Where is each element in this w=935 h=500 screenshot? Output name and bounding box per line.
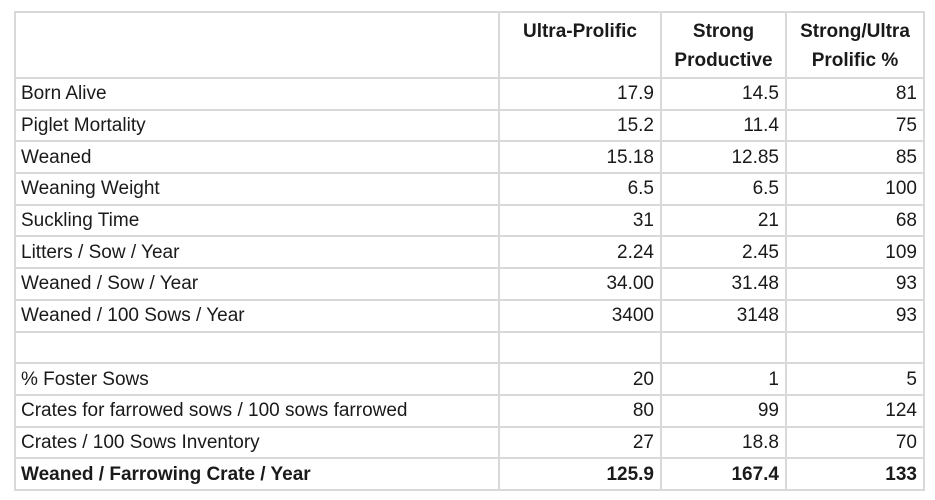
value-cell: 167.4	[660, 457, 787, 491]
value-cell: 17.9	[498, 77, 662, 111]
metric-label-cell: Crates for farrowed sows / 100 sows farr…	[14, 393, 500, 428]
metric-label-cell: Weaned	[14, 140, 500, 175]
value-cell: 31	[498, 203, 662, 238]
value-cell: 31.48	[660, 267, 787, 301]
value-cell	[785, 330, 925, 365]
sow-performance-table-container: Ultra-Prolific Strong Productive Strong/…	[14, 11, 925, 491]
metric-label-cell: Weaning Weight	[14, 172, 500, 206]
metric-label-cell: Weaned / 100 Sows / Year	[14, 298, 500, 333]
metric-label-cell: Weaned / Sow / Year	[14, 267, 500, 301]
header-row: Ultra-Prolific Strong Productive Strong/…	[14, 11, 925, 79]
table-row: % Foster Sows 20 1 5	[14, 362, 925, 396]
value-cell: 6.5	[660, 172, 787, 206]
value-cell: 125.9	[498, 457, 662, 491]
value-cell: 133	[785, 457, 925, 491]
value-cell	[660, 330, 787, 365]
value-cell: 124	[785, 393, 925, 428]
value-cell: 1	[660, 362, 787, 396]
table-row: Born Alive 17.9 14.5 81	[14, 77, 925, 111]
header-strong-productive-cell: Strong Productive	[660, 11, 787, 79]
value-cell: 20	[498, 362, 662, 396]
value-cell: 93	[785, 298, 925, 333]
value-cell: 27	[498, 425, 662, 460]
table-row: Weaned / 100 Sows / Year 3400 3148 93	[14, 298, 925, 333]
metric-label-cell: Piglet Mortality	[14, 108, 500, 143]
metric-label-cell	[14, 330, 500, 365]
value-cell: 70	[785, 425, 925, 460]
header-ratio-line1: Strong/Ultra	[800, 21, 910, 42]
value-cell: 3148	[660, 298, 787, 333]
table-row: Weaning Weight 6.5 6.5 100	[14, 172, 925, 206]
header-ultra-prolific-cell: Ultra-Prolific	[498, 11, 662, 79]
value-cell: 12.85	[660, 140, 787, 175]
value-cell: 2.24	[498, 235, 662, 270]
metric-label-cell: Crates / 100 Sows Inventory	[14, 425, 500, 460]
header-ratio-line2: Prolific %	[811, 50, 899, 71]
table-row: Weaned / Farrowing Crate / Year 125.9 167.…	[14, 457, 925, 491]
metric-label-cell: Weaned / Farrowing Crate / Year	[14, 457, 500, 491]
metric-label-cell: Born Alive	[14, 77, 500, 111]
value-cell: 68	[785, 203, 925, 238]
header-metric-cell	[14, 11, 500, 79]
value-cell: 11.4	[660, 108, 787, 143]
value-cell: 15.18	[498, 140, 662, 175]
value-cell: 85	[785, 140, 925, 175]
metric-label-cell: % Foster Sows	[14, 362, 500, 396]
table-row: Crates for farrowed sows / 100 sows farr…	[14, 393, 925, 428]
table-row: Litters / Sow / Year 2.24 2.45 109	[14, 235, 925, 270]
value-cell: 80	[498, 393, 662, 428]
value-cell: 21	[660, 203, 787, 238]
table-row-spacer	[14, 330, 925, 365]
metric-label-cell: Suckling Time	[14, 203, 500, 238]
value-cell: 18.8	[660, 425, 787, 460]
metric-label-cell: Litters / Sow / Year	[14, 235, 500, 270]
table-body: Born Alive 17.9 14.5 81 Piglet Mortality 15.2…	[14, 77, 925, 491]
value-cell: 3400	[498, 298, 662, 333]
header-ultra-prolific-line1: Ultra-Prolific	[522, 21, 638, 42]
table-row: Weaned / Sow / Year 34.00 31.48 93	[14, 267, 925, 301]
value-cell	[498, 330, 662, 365]
value-cell: 5	[785, 362, 925, 396]
value-cell: 6.5	[498, 172, 662, 206]
value-cell: 100	[785, 172, 925, 206]
table-row: Weaned 15.18 12.85 85	[14, 140, 925, 175]
header-strong-productive-line2: Productive	[674, 50, 773, 71]
sow-performance-table: Ultra-Prolific Strong Productive Strong/…	[14, 11, 925, 491]
header-ratio-cell: Strong/Ultra Prolific %	[785, 11, 925, 79]
value-cell: 34.00	[498, 267, 662, 301]
table-header: Ultra-Prolific Strong Productive Strong/…	[14, 11, 925, 79]
value-cell: 15.2	[498, 108, 662, 143]
header-strong-productive-line1: Strong	[692, 21, 755, 42]
value-cell: 2.45	[660, 235, 787, 270]
value-cell: 93	[785, 267, 925, 301]
value-cell: 14.5	[660, 77, 787, 111]
value-cell: 81	[785, 77, 925, 111]
value-cell: 99	[660, 393, 787, 428]
table-row: Piglet Mortality 15.2 11.4 75	[14, 108, 925, 143]
table-row: Suckling Time 31 21 68	[14, 203, 925, 238]
value-cell: 109	[785, 235, 925, 270]
value-cell: 75	[785, 108, 925, 143]
table-row: Crates / 100 Sows Inventory 27 18.8 70	[14, 425, 925, 460]
